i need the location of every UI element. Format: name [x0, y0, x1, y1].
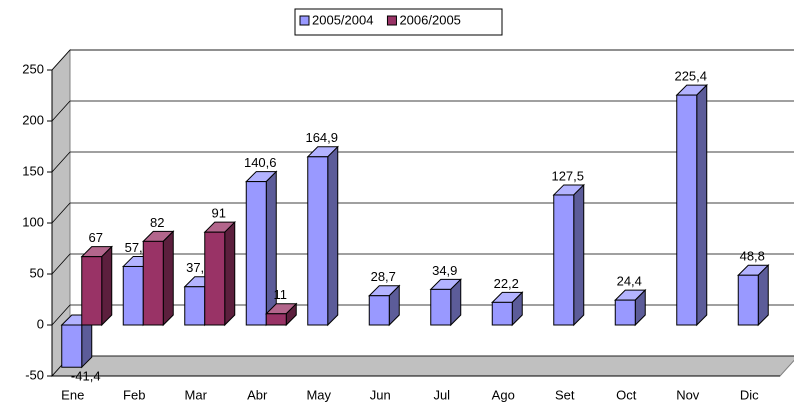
value-label: 28,7 [371, 269, 396, 284]
bar [676, 94, 698, 326]
value-label: 164,9 [305, 130, 338, 145]
y-tick-label: 0 [37, 316, 44, 331]
bar [184, 286, 206, 326]
x-tick-label: Set [555, 387, 575, 402]
grid-line [51, 253, 71, 275]
legend-label: 2005/2004 [312, 12, 373, 27]
value-label: 22,2 [494, 276, 519, 291]
bar-side [224, 220, 236, 327]
value-label: 91 [212, 206, 226, 221]
value-label: 48,8 [740, 249, 765, 264]
grid-line [51, 202, 71, 224]
value-label: 127,5 [551, 168, 584, 183]
value-label: 67 [89, 230, 103, 245]
grid-line [51, 100, 71, 122]
floor [50, 355, 794, 377]
x-tick-label: Ene [61, 387, 84, 402]
bar-side [757, 264, 769, 327]
bar [142, 240, 164, 326]
value-label: 34,9 [432, 263, 457, 278]
value-label: 11 [274, 287, 288, 302]
bar-side [101, 245, 113, 327]
x-tick-label: May [306, 387, 331, 402]
bar-side [327, 145, 339, 327]
bar [245, 181, 267, 326]
y-tick-label: 200 [22, 112, 44, 127]
x-tick-label: Jul [433, 387, 450, 402]
legend-swatch [299, 15, 310, 26]
bar [204, 231, 226, 326]
value-label: 82 [150, 215, 164, 230]
x-tick-label: Mar [185, 387, 208, 402]
legend-swatch [386, 15, 397, 26]
bar [614, 299, 636, 326]
y-tick-label: -50 [25, 367, 44, 382]
x-tick-label: Feb [123, 387, 145, 402]
bar [430, 288, 452, 326]
legend-box [294, 8, 503, 36]
bar [61, 324, 83, 368]
grid-line [51, 49, 71, 71]
bar [737, 274, 759, 326]
legend-label: 2006/2005 [399, 12, 460, 27]
value-label: 225,4 [674, 69, 707, 84]
bar [265, 313, 287, 326]
y-tick-label: 250 [22, 61, 44, 76]
x-tick-label: Jun [370, 387, 391, 402]
y-tick-label: 100 [22, 214, 44, 229]
bar-side [573, 183, 585, 327]
bar-side [696, 83, 708, 327]
bar [81, 256, 103, 326]
bar-side [162, 230, 174, 327]
x-tick-label: Nov [676, 387, 700, 402]
grid-line [51, 304, 71, 326]
x-tick-label: Oct [616, 387, 637, 402]
grid-line [51, 151, 71, 173]
y-tick-label: 50 [30, 265, 44, 280]
bar [307, 156, 329, 326]
bar [491, 301, 513, 326]
x-tick-label: Ago [492, 387, 515, 402]
x-tick-label: Dic [740, 387, 759, 402]
bar [553, 194, 575, 326]
y-tick-label: 150 [22, 163, 44, 178]
value-label: 140,6 [244, 155, 277, 170]
bar [122, 265, 144, 326]
value-label: 24,4 [617, 274, 642, 289]
x-tick-label: Abr [247, 387, 268, 402]
value-label: -41,4 [71, 369, 101, 384]
bar [368, 295, 390, 326]
